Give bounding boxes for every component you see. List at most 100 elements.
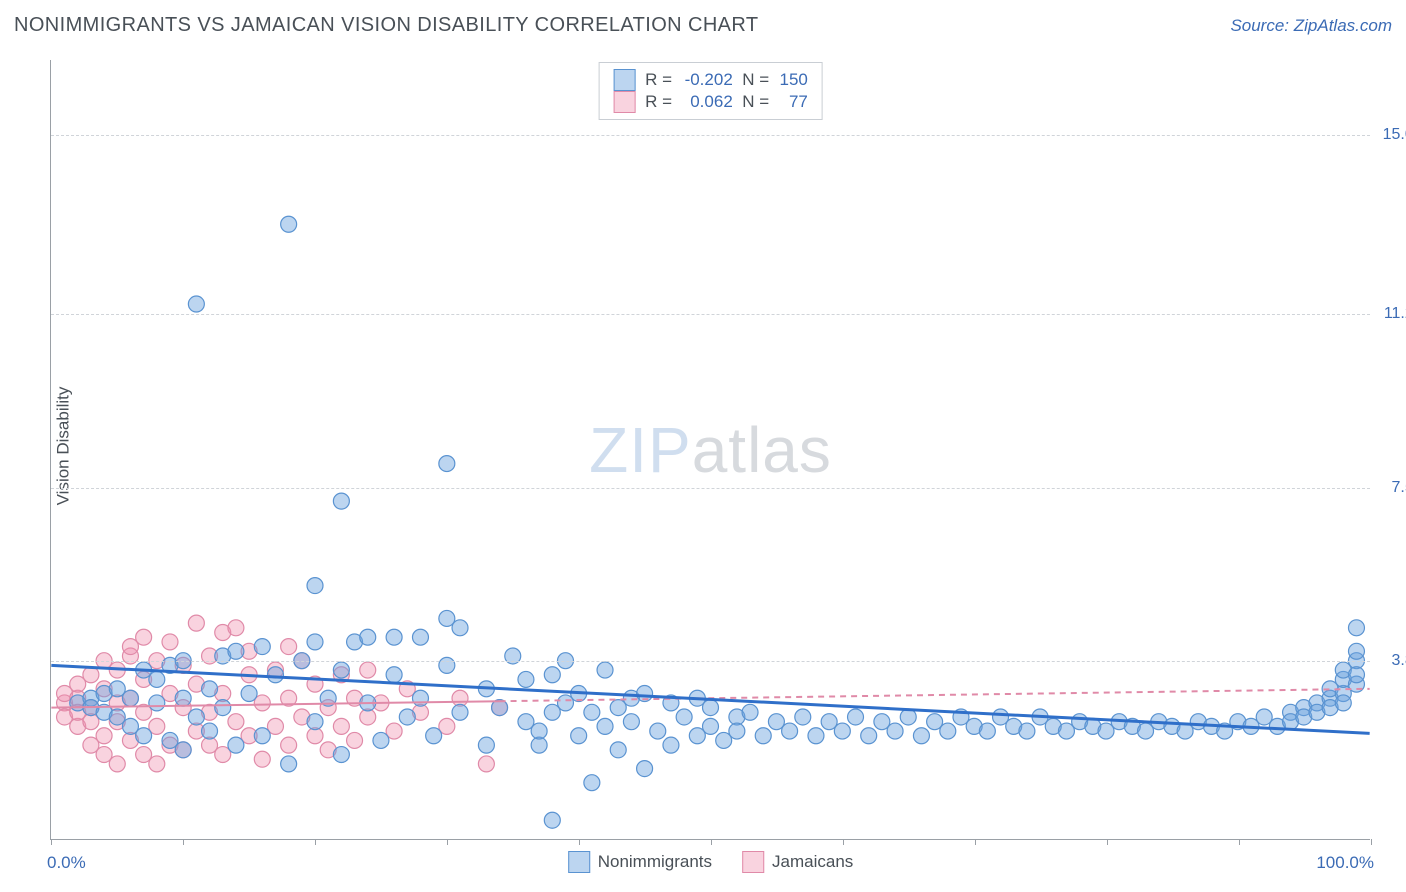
scatter-point-jamaicans — [96, 728, 112, 744]
scatter-point-jamaicans — [136, 629, 152, 645]
scatter-point-nonimmigrants — [584, 704, 600, 720]
scatter-point-nonimmigrants — [531, 723, 547, 739]
scatter-point-nonimmigrants — [386, 629, 402, 645]
scatter-point-nonimmigrants — [281, 756, 297, 772]
x-tick — [51, 839, 52, 845]
y-tick-label: 15.0% — [1376, 126, 1406, 144]
scatter-point-nonimmigrants — [188, 709, 204, 725]
scatter-point-nonimmigrants — [254, 728, 270, 744]
scatter-point-nonimmigrants — [175, 742, 191, 758]
scatter-point-nonimmigrants — [333, 747, 349, 763]
plot-area: ZIPatlas R = -0.202 N = 150R = 0.062 N =… — [50, 60, 1370, 840]
source-link[interactable]: Source: ZipAtlas.com — [1230, 16, 1392, 36]
title-bar: NONIMMIGRANTS VS JAMAICAN VISION DISABIL… — [14, 14, 1392, 37]
x-tick — [1107, 839, 1108, 845]
scatter-point-nonimmigrants — [149, 671, 165, 687]
scatter-point-nonimmigrants — [149, 695, 165, 711]
scatter-point-nonimmigrants — [136, 728, 152, 744]
legend-swatch-jamaicans — [742, 851, 764, 873]
scatter-point-nonimmigrants — [887, 723, 903, 739]
scatter-point-jamaicans — [478, 756, 494, 772]
scatter-point-nonimmigrants — [267, 667, 283, 683]
scatter-point-nonimmigrants — [623, 714, 639, 730]
scatter-point-nonimmigrants — [637, 761, 653, 777]
scatter-point-nonimmigrants — [188, 296, 204, 312]
scatter-point-nonimmigrants — [202, 723, 218, 739]
scatter-point-nonimmigrants — [307, 578, 323, 594]
scatter-point-nonimmigrants — [202, 681, 218, 697]
scatter-point-nonimmigrants — [703, 718, 719, 734]
scatter-point-nonimmigrants — [412, 690, 428, 706]
scatter-point-jamaicans — [149, 756, 165, 772]
scatter-point-nonimmigrants — [848, 709, 864, 725]
y-tick-label: 11.2% — [1376, 305, 1406, 323]
scatter-point-nonimmigrants — [1348, 667, 1364, 683]
scatter-point-nonimmigrants — [979, 723, 995, 739]
scatter-point-jamaicans — [254, 751, 270, 767]
stats-text-jamaicans: R = 0.062 N = 77 — [645, 91, 808, 113]
scatter-point-nonimmigrants — [663, 737, 679, 753]
scatter-point-jamaicans — [281, 737, 297, 753]
scatter-point-nonimmigrants — [399, 709, 415, 725]
scatter-point-jamaicans — [281, 639, 297, 655]
scatter-point-nonimmigrants — [755, 728, 771, 744]
scatter-point-nonimmigrants — [228, 643, 244, 659]
scatter-point-nonimmigrants — [439, 657, 455, 673]
x-tick — [1371, 839, 1372, 845]
scatter-point-jamaicans — [333, 718, 349, 734]
scatter-point-nonimmigrants — [808, 728, 824, 744]
y-tick-label: 3.8% — [1376, 652, 1406, 670]
gridline-h — [51, 135, 1370, 136]
x-tick — [315, 839, 316, 845]
gridline-h — [51, 314, 1370, 315]
scatter-point-nonimmigrants — [281, 216, 297, 232]
scatter-point-jamaicans — [188, 615, 204, 631]
stats-text-nonimmigrants: R = -0.202 N = 150 — [645, 69, 808, 91]
scatter-point-nonimmigrants — [228, 737, 244, 753]
stats-box: R = -0.202 N = 150R = 0.062 N = 77 — [598, 62, 823, 120]
scatter-point-nonimmigrants — [412, 629, 428, 645]
x-tick — [711, 839, 712, 845]
scatter-point-nonimmigrants — [175, 690, 191, 706]
scatter-point-nonimmigrants — [333, 662, 349, 678]
scatter-point-nonimmigrants — [703, 700, 719, 716]
scatter-point-nonimmigrants — [676, 709, 692, 725]
scatter-point-nonimmigrants — [254, 639, 270, 655]
scatter-point-nonimmigrants — [360, 629, 376, 645]
legend-swatch-nonimmigrants — [568, 851, 590, 873]
scatter-point-nonimmigrants — [544, 812, 560, 828]
x-tick — [183, 839, 184, 845]
scatter-point-jamaicans — [228, 714, 244, 730]
scatter-point-jamaicans — [162, 634, 178, 650]
scatter-point-nonimmigrants — [650, 723, 666, 739]
scatter-point-nonimmigrants — [386, 667, 402, 683]
stats-swatch-jamaicans — [613, 91, 635, 113]
scatter-point-nonimmigrants — [333, 493, 349, 509]
scatter-point-nonimmigrants — [518, 671, 534, 687]
scatter-point-nonimmigrants — [610, 742, 626, 758]
scatter-point-jamaicans — [228, 620, 244, 636]
legend-item-jamaicans: Jamaicans — [742, 851, 853, 873]
scatter-point-nonimmigrants — [373, 732, 389, 748]
x-tick — [843, 839, 844, 845]
gridline-h — [51, 488, 1370, 489]
scatter-point-nonimmigrants — [122, 690, 138, 706]
scatter-point-nonimmigrants — [544, 667, 560, 683]
scatter-point-nonimmigrants — [1335, 695, 1351, 711]
scatter-point-nonimmigrants — [729, 723, 745, 739]
scatter-point-nonimmigrants — [597, 718, 613, 734]
stats-row-jamaicans: R = 0.062 N = 77 — [613, 91, 808, 113]
chart-title: NONIMMIGRANTS VS JAMAICAN VISION DISABIL… — [14, 14, 759, 37]
stats-swatch-nonimmigrants — [613, 69, 635, 91]
scatter-point-nonimmigrants — [913, 728, 929, 744]
scatter-point-nonimmigrants — [900, 709, 916, 725]
scatter-point-nonimmigrants — [795, 709, 811, 725]
scatter-point-nonimmigrants — [307, 634, 323, 650]
legend-item-nonimmigrants: Nonimmigrants — [568, 851, 712, 873]
scatter-point-nonimmigrants — [1019, 723, 1035, 739]
gridline-h — [51, 661, 1370, 662]
scatter-point-nonimmigrants — [478, 737, 494, 753]
scatter-point-nonimmigrants — [571, 728, 587, 744]
y-tick-label: 7.5% — [1376, 479, 1406, 497]
scatter-point-nonimmigrants — [426, 728, 442, 744]
